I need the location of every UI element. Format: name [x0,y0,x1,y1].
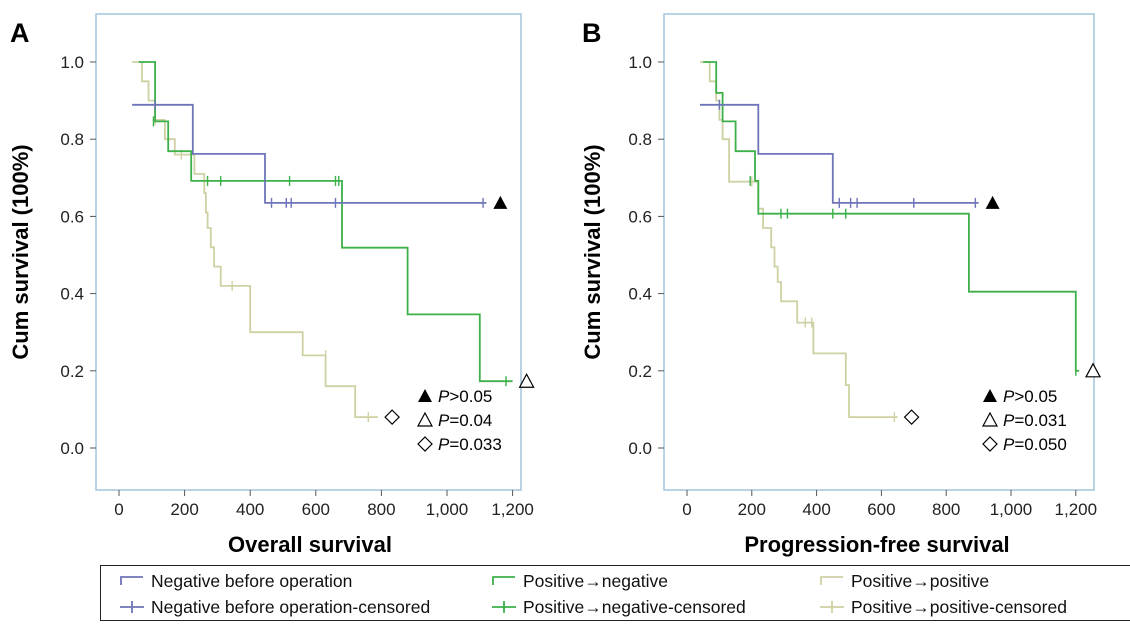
x-tick-label: 600 [867,500,895,519]
panel-label: B [582,18,602,48]
y-tick-label: 0.2 [60,362,84,381]
open-diamond-icon [982,436,998,452]
legend-label-negative-censored: Negative before operation-censored [151,596,431,617]
p-value-text: P=0.050 [1003,435,1067,454]
p-value-text: P>0.05 [1003,387,1057,406]
censor-mark-icon [120,601,144,613]
step-line-icon [492,576,515,585]
censor-mark-icon [820,601,844,613]
legend-label-pos-neg-censored: Positive→negative-censored [523,596,746,617]
filled-triangle-marker [493,195,508,209]
series-1 [138,61,513,387]
chart-panel-a: A 0.0 0.2 0.4 0.6 0.8 1.0 0 200 400 600 800 1,000 1,2… [8,13,535,557]
open-diamond-marker [384,409,400,425]
legend-item-negative-censored: Negative before operation-censored [119,595,430,619]
x-tick-label: 800 [367,500,395,519]
x-tick-label: 1,200 [491,500,534,519]
p-value-annotation: P=0.04 [416,411,492,430]
x-tick-label: 200 [170,500,198,519]
p-value-text: P=0.033 [438,435,502,454]
survival-curve [132,103,487,204]
legend-item-pos-pos: Positive→positive [819,569,989,593]
p-value-annotation: P=0.050 [982,435,1067,454]
p-value-text: P=0.031 [1003,411,1067,430]
y-tick-label: 0.6 [628,207,652,226]
x-tick-label: 200 [738,500,766,519]
x-tick-label: 1,000 [990,500,1033,519]
open-diamond-marker [903,409,920,425]
legend-item-negative: Negative before operation [119,569,352,593]
p-value-text: P=0.04 [438,411,492,430]
series-0 [700,99,979,208]
open-triangle-marker [518,372,535,388]
survival-curve [703,61,1079,372]
y-tick-label: 0.2 [628,362,652,381]
y-axis-title: Cum survival (100%) [580,144,605,359]
legend-label-pos-pos: Positive→positive [851,570,990,591]
y-tick-label: 0.8 [60,130,84,149]
x-axis: 0 200 400 600 800 1,000 1,200 [114,490,534,519]
legend: Negative before operation Negative befor… [100,565,1130,621]
series-1 [703,61,1079,376]
series-0 [132,99,487,208]
censor-mark-icon [492,601,516,613]
x-axis: 0 200 400 600 800 1,000 1,200 [682,490,1097,519]
y-axis: 0.0 0.2 0.4 0.6 0.8 1.0 [628,53,664,458]
x-tick-label: 0 [114,500,123,519]
filled-triangle-icon [418,389,432,402]
open-triangle-icon [416,411,434,427]
open-triangle-icon [981,411,999,427]
legend-label-pos-pos-censored: Positive→positive-censored [851,596,1067,617]
step-line-icon [120,576,143,585]
y-tick-label: 1.0 [60,53,84,72]
legend-item-pos-neg: Positive→negative [491,569,668,593]
p-value-text: P>0.05 [438,387,492,406]
legend-label-negative: Negative before operation [151,570,353,591]
y-tick-label: 1.0 [628,53,652,72]
series-2 [700,61,898,423]
filled-triangle-marker [985,195,1000,209]
y-tick-label: 0.8 [628,130,652,149]
y-tick-label: 0.0 [60,439,84,458]
plot-frame [95,13,522,491]
x-tick-label: 800 [932,500,960,519]
x-tick-label: 400 [236,500,264,519]
x-tick-label: 0 [682,500,691,519]
survival-curve [700,61,898,418]
y-tick-label: 0.4 [60,285,84,304]
survival-curve [700,103,979,204]
y-tick-label: 0.0 [628,439,652,458]
x-tick-label: 1,200 [1055,500,1098,519]
x-tick-label: 400 [802,500,830,519]
y-axis-title: Cum survival (100%) [8,144,33,359]
x-axis-title: Progression-free survival [744,532,1009,557]
panel-label: A [10,18,30,48]
x-tick-label: 600 [302,500,330,519]
plot-frame [663,13,1095,491]
x-tick-label: 1,000 [426,500,469,519]
p-value-annotation: P>0.05 [983,387,1057,406]
y-tick-label: 0.4 [628,285,652,304]
legend-item-pos-pos-censored: Positive→positive-censored [819,595,1067,619]
y-axis: 0.0 0.2 0.4 0.6 0.8 1.0 [60,53,96,458]
survival-figure: A 0.0 0.2 0.4 0.6 0.8 1.0 0 200 400 600 800 1,000 1,2… [8,13,1102,557]
p-value-annotation: P>0.05 [418,387,492,406]
x-axis-title: Overall survival [228,532,392,557]
filled-triangle-icon [983,389,997,402]
p-value-annotation: P=0.031 [981,411,1067,430]
open-diamond-icon [417,436,433,452]
survival-curve [138,61,513,383]
open-triangle-marker [1085,362,1102,378]
step-line-icon [820,576,843,585]
legend-item-pos-neg-censored: Positive→negative-censored [491,595,746,619]
legend-label-pos-neg: Positive→negative [523,570,668,591]
y-tick-label: 0.6 [60,207,84,226]
chart-panel-b: B 0.0 0.2 0.4 0.6 0.8 1.0 0 200 400 600 800 1,000 1,2… [580,13,1102,557]
p-value-annotation: P=0.033 [417,435,502,454]
